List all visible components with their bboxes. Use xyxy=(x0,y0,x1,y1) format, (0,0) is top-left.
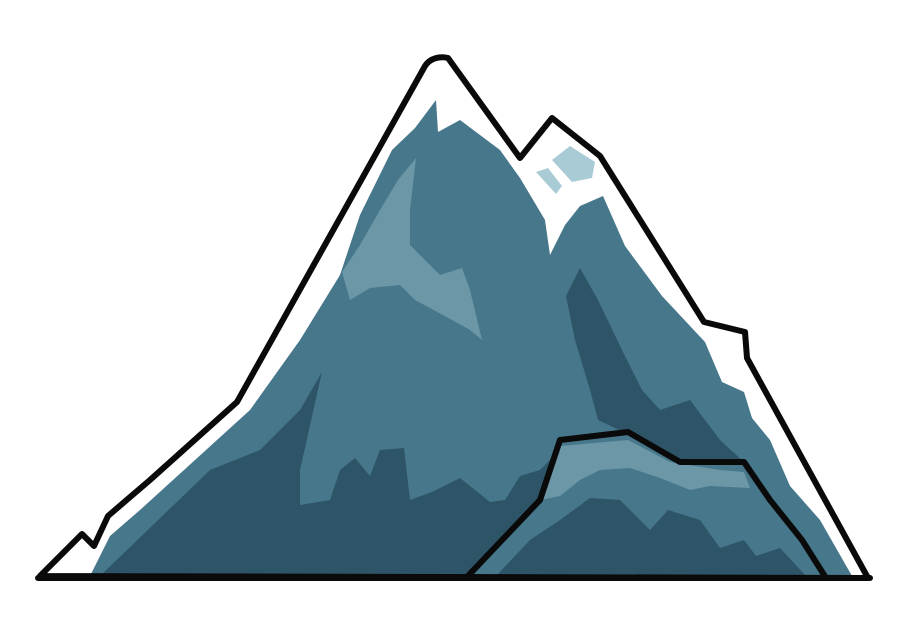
mountain-outline xyxy=(37,54,871,581)
ice-patch-small xyxy=(536,168,562,194)
foreground-hill-shadow xyxy=(496,498,806,576)
ice-patch-large xyxy=(552,146,595,182)
foreground-hill-light xyxy=(540,440,750,500)
mountain-shadow-left xyxy=(100,372,560,576)
mountain-highlight-upper xyxy=(342,158,482,340)
foreground-hill-outline xyxy=(463,429,829,581)
